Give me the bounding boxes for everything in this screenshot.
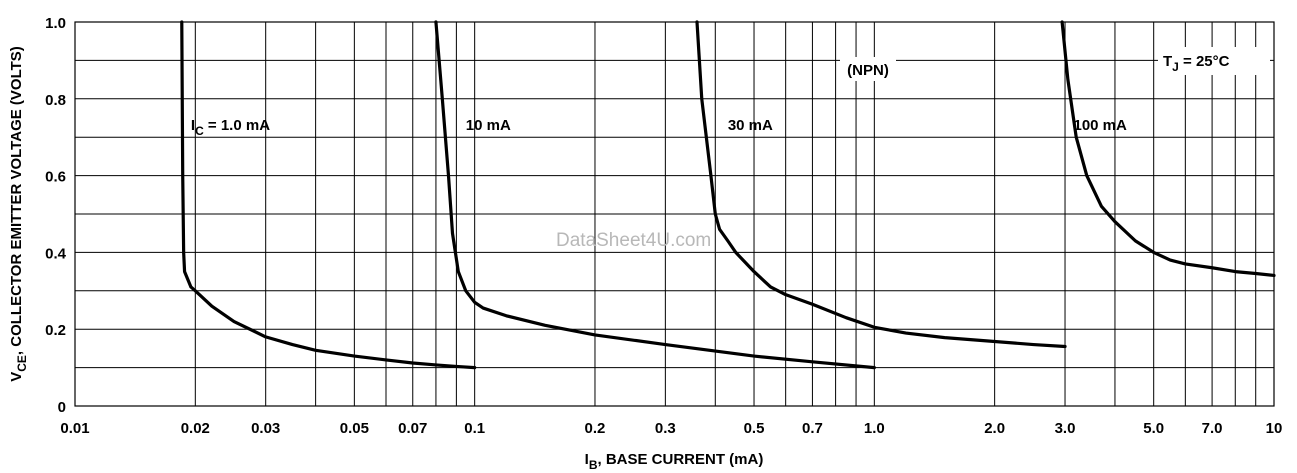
watermark: DataSheet4U.com <box>556 230 711 251</box>
series-line-1 <box>180 20 477 370</box>
grid <box>74 21 1275 407</box>
y-axis-label: VCE, COLLECTOR EMITTER VOLTAGE (VOLTS) <box>8 46 29 382</box>
x-tick-label: 0.07 <box>398 420 427 437</box>
x-tick-label: 0.1 <box>464 420 485 437</box>
x-tick-label: 0.01 <box>60 420 89 437</box>
curves: IC = 1.0 mA 10 mA 30 mA 100 mA <box>180 20 1276 370</box>
x-tick-label: 0.02 <box>181 420 210 437</box>
series-line-2 <box>434 20 876 370</box>
y-tick-label: 0.4 <box>45 245 67 262</box>
watermark-text: DataSheet4U.com <box>556 230 711 251</box>
y-tick-label: 0.8 <box>45 92 66 109</box>
x-tick-label: 2.0 <box>984 420 1005 437</box>
series-label-3: 30 mA <box>728 117 773 134</box>
series-line-4 <box>1060 20 1276 278</box>
x-tick-label: 0.2 <box>585 420 606 437</box>
x-tick-label: 0.7 <box>802 420 823 437</box>
x-tick-label: 0.05 <box>340 420 369 437</box>
x-tick-label: 1.0 <box>864 420 885 437</box>
annotations: (NPN) TJ = 25°C <box>840 47 1270 81</box>
axis-labels: IB, BASE CURRENT (mA) VCE, COLLECTOR EMIT… <box>8 46 763 472</box>
x-tick-label: 7.0 <box>1202 420 1223 437</box>
x-tick-label: 0.03 <box>251 420 280 437</box>
x-axis-label: IB, BASE CURRENT (mA) <box>585 451 764 472</box>
npn-label-bg <box>840 57 896 81</box>
x-tick-labels: 0.01 0.02 0.03 0.05 0.07 0.1 0.2 0.3 0.5 0.7 1.0 2.… <box>60 420 1282 437</box>
y-tick-label: 0 <box>58 399 66 416</box>
series-label-2: 10 mA <box>466 117 511 134</box>
temperature-label-bg <box>1158 47 1270 75</box>
x-tick-label: 5.0 <box>1143 420 1164 437</box>
series-label-1: IC = 1.0 mA <box>191 117 270 138</box>
y-tick-label: 0.2 <box>45 322 66 339</box>
npn-label: (NPN) <box>847 62 889 79</box>
y-tick-labels: 0 0.2 0.4 0.6 0.8 1.0 <box>45 15 67 416</box>
series-line-3 <box>695 20 1067 349</box>
x-tick-label: 10 <box>1266 420 1283 437</box>
y-tick-label: 1.0 <box>45 15 66 32</box>
x-tick-label: 0.3 <box>655 420 676 437</box>
x-tick-label: 0.5 <box>744 420 765 437</box>
x-tick-label: 3.0 <box>1055 420 1076 437</box>
plot-frame <box>74 21 1275 407</box>
y-tick-label: 0.6 <box>45 169 66 186</box>
temperature-label: TJ = 25°C <box>1163 53 1230 74</box>
series-label-4: 100 mA <box>1073 117 1127 134</box>
